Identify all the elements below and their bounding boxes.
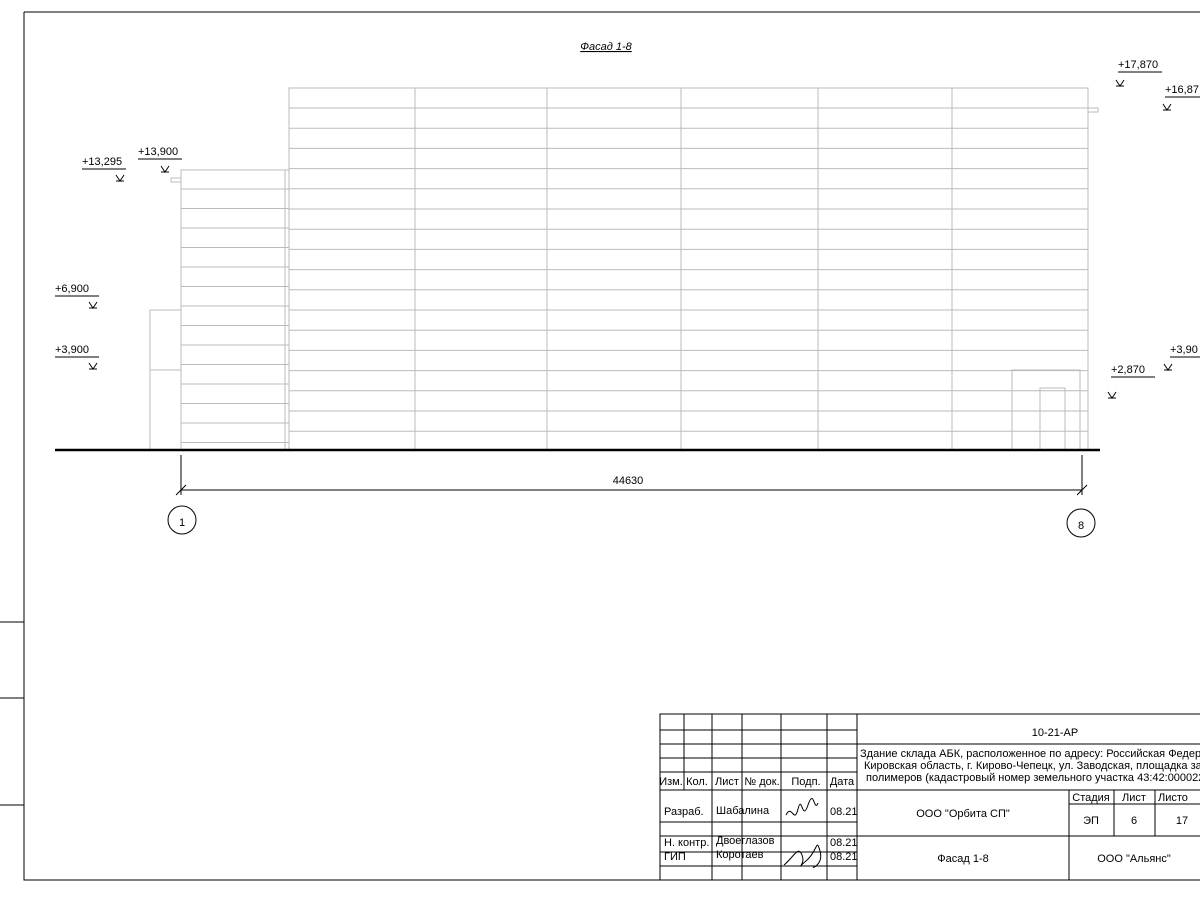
sheet-title: Фасад 1-8 (937, 853, 988, 865)
elevation-label: +13,295 (82, 156, 122, 168)
elevation-marker (88, 362, 98, 370)
dimension: 44630 (613, 475, 644, 487)
facade (149, 87, 1099, 451)
column-header: Дата (830, 776, 855, 788)
column-header: Кол. (686, 776, 708, 788)
parapet (170, 177, 182, 183)
name: Коротаев (716, 849, 764, 861)
stage-header: Листо (1158, 792, 1188, 804)
elevation-marker (1107, 391, 1117, 399)
elevation-marker (160, 165, 170, 173)
column-header: Изм. (659, 776, 683, 788)
entrance (1011, 369, 1081, 451)
axis-label: 1 (179, 517, 185, 529)
door (1039, 387, 1066, 451)
margin-stamp (0, 621, 24, 806)
date: 08.21 (830, 837, 858, 849)
stage: ЭП (1083, 815, 1099, 827)
parapet (1087, 107, 1099, 113)
elevation-label: +17,870 (1118, 59, 1158, 71)
signature (785, 798, 819, 816)
date: 08.21 (830, 806, 858, 818)
designer: ООО "Орбита СП" (916, 808, 1010, 820)
elevation-label: +2,870 (1111, 364, 1145, 376)
role: ГИП (664, 851, 686, 863)
stage-header: Стадия (1072, 792, 1110, 804)
low-block (180, 169, 290, 451)
sheet: 6 (1131, 815, 1137, 827)
column-header: Подп. (791, 776, 820, 788)
elevation-label: +13,900 (138, 146, 178, 158)
elevation-label: +3,900 (55, 344, 89, 356)
drawing-title: Фасад 1-8 (580, 41, 632, 53)
column-header: № док. (744, 776, 779, 788)
name: Двоеглазов (716, 835, 775, 847)
elevation-marker (1115, 79, 1125, 87)
elevation-label: +6,900 (55, 283, 89, 295)
name: Шабалина (716, 805, 770, 817)
column-header: Лист (715, 776, 739, 788)
description: Здание склада АБК, расположенное по адре… (860, 748, 1200, 760)
description: полимеров (кадастровый номер земельного … (866, 772, 1200, 784)
role: Разраб. (664, 806, 704, 818)
elevation-marker (115, 174, 125, 182)
customer: ООО "Альянс" (1097, 853, 1171, 865)
stage-header: Лист (1122, 792, 1146, 804)
axis-bubble (167, 505, 197, 535)
dimension-line (175, 455, 1088, 496)
main-block (288, 87, 1089, 451)
title-block-grid (660, 714, 1200, 880)
description: Кировская область, г. Кирово-Чепецк, ул.… (864, 760, 1200, 772)
elevation-label: +16,87 (1165, 84, 1199, 96)
elevation-marker (1163, 363, 1173, 371)
elevation-marker (1162, 103, 1172, 111)
axis-bubble (1066, 508, 1096, 538)
annex (149, 309, 182, 451)
role: Н. контр. (664, 837, 709, 849)
elevation-marker (88, 301, 98, 309)
axis-label: 8 (1078, 520, 1084, 532)
elevation-label: +3,90 (1170, 344, 1198, 356)
title-block (659, 713, 1200, 881)
date: 08.21 (830, 851, 858, 863)
signature (783, 844, 822, 868)
sheets: 17 (1176, 815, 1188, 827)
project-code: 10-21-АР (1032, 727, 1078, 739)
